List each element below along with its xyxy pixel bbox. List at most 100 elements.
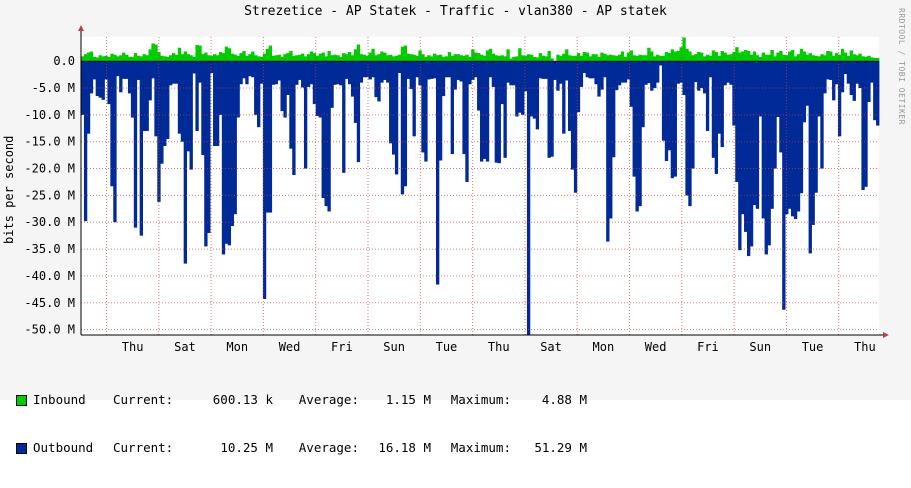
outbound-bar bbox=[394, 61, 399, 175]
inbound-bar bbox=[658, 55, 663, 62]
outbound-bar bbox=[295, 61, 299, 85]
outbound-bar bbox=[374, 61, 378, 98]
inbound-bar bbox=[95, 57, 99, 62]
x-tick-label: Wed bbox=[645, 340, 667, 354]
inbound-bar bbox=[447, 52, 452, 62]
y-tick-label: -30.0 M bbox=[24, 215, 75, 229]
legend-current-label: Current: bbox=[113, 440, 174, 455]
inbound-bar bbox=[207, 55, 211, 62]
inbound-bar bbox=[744, 49, 748, 62]
inbound-bar bbox=[782, 54, 786, 62]
legend-name-inbound: Inbound bbox=[33, 392, 86, 407]
inbound-bar bbox=[485, 50, 490, 62]
inbound-bar bbox=[702, 56, 707, 62]
outbound-bar bbox=[732, 61, 736, 126]
outbound-bar bbox=[459, 61, 463, 82]
inbound-bar bbox=[579, 55, 584, 62]
traffic-chart: 0.0 -5.0 M -10.0 M -15.0 M -20.0 M -25.0 M -30… bbox=[24, 25, 889, 354]
outbound-bar bbox=[497, 61, 501, 164]
outbound-bar bbox=[817, 61, 821, 117]
inbound-bar bbox=[435, 55, 440, 62]
outbound-bar bbox=[171, 61, 176, 84]
outbound-bar bbox=[650, 61, 654, 91]
inbound-bar bbox=[365, 55, 369, 62]
outbound-bar bbox=[122, 61, 126, 79]
outbound-bar bbox=[864, 61, 868, 187]
graph-title: Strezetice - AP Statek - Traffic - vlan3… bbox=[244, 4, 667, 19]
outbound-bar bbox=[573, 61, 578, 193]
outbound-bar bbox=[500, 61, 504, 105]
outbound-bar bbox=[667, 61, 672, 151]
inbound-bar bbox=[450, 55, 454, 62]
inbound-bar bbox=[453, 54, 457, 62]
outbound-bar bbox=[585, 61, 589, 78]
inbound-bar bbox=[647, 47, 651, 62]
inbound-bar bbox=[644, 55, 648, 62]
inbound-bar bbox=[309, 51, 314, 62]
outbound-bar bbox=[670, 61, 675, 179]
inbound-bar bbox=[823, 55, 827, 62]
inbound-bar bbox=[811, 55, 815, 62]
inbound-bar bbox=[274, 55, 278, 62]
inbound-bar bbox=[403, 45, 408, 62]
outbound-bar bbox=[852, 61, 856, 101]
inbound-bar bbox=[679, 47, 683, 62]
inbound-bar bbox=[568, 55, 572, 62]
x-tick-label: Fri bbox=[697, 340, 719, 354]
outbound-bar bbox=[198, 61, 202, 83]
inbound-bar bbox=[491, 53, 496, 62]
outbound-bar bbox=[450, 61, 454, 155]
outbound-bar bbox=[524, 61, 528, 92]
inbound-bar bbox=[198, 45, 202, 62]
outbound-bar bbox=[330, 61, 334, 108]
outbound-bar bbox=[259, 61, 264, 84]
outbound-bar bbox=[409, 61, 413, 90]
inbound-bar bbox=[245, 55, 249, 62]
inbound-bar bbox=[526, 54, 531, 62]
outbound-bar bbox=[350, 61, 355, 97]
outbound-bar bbox=[506, 61, 510, 83]
inbound-bar bbox=[347, 52, 352, 62]
inbound-bar bbox=[826, 50, 830, 62]
inbound-bar bbox=[248, 54, 252, 62]
outbound-bar bbox=[638, 61, 642, 207]
inbound-bar bbox=[204, 52, 208, 62]
outbound-bar bbox=[345, 61, 349, 79]
y-tick-label: -35.0 M bbox=[24, 242, 75, 256]
outbound-bar bbox=[790, 61, 795, 217]
outbound-bar bbox=[312, 61, 317, 105]
inbound-bar bbox=[741, 51, 745, 62]
x-tick-label: Mon bbox=[226, 340, 248, 354]
outbound-bar bbox=[738, 61, 742, 251]
outbound-bar bbox=[785, 61, 789, 215]
outbound-bar bbox=[626, 61, 631, 80]
inbound-bar bbox=[550, 58, 554, 62]
inbound-bar bbox=[441, 56, 446, 62]
inbound-bar bbox=[629, 50, 633, 62]
outbound-bar bbox=[233, 61, 237, 215]
outbound-bar bbox=[700, 61, 704, 89]
outbound-bar bbox=[820, 61, 824, 169]
outbound-bar bbox=[318, 61, 322, 118]
y-axis-arrow bbox=[78, 25, 84, 31]
inbound-bar bbox=[488, 48, 493, 62]
outbound-bar bbox=[474, 61, 478, 78]
outbound-bar bbox=[166, 61, 170, 140]
outbound-bar bbox=[435, 61, 440, 285]
outbound-bar bbox=[421, 61, 425, 153]
outbound-bar bbox=[265, 61, 270, 213]
inbound-bar bbox=[761, 52, 765, 62]
outbound-bar bbox=[779, 61, 783, 153]
inbound-bar bbox=[350, 55, 355, 62]
inbound-bar bbox=[342, 53, 346, 62]
inbound-bar bbox=[729, 54, 733, 62]
inbound-bar bbox=[544, 56, 548, 62]
outbound-bar bbox=[770, 61, 774, 209]
inbound-bar bbox=[480, 54, 484, 62]
inbound-bar bbox=[705, 54, 710, 62]
inbound-bar bbox=[600, 52, 604, 62]
inbound-bar bbox=[846, 55, 851, 62]
inbound-bar bbox=[465, 54, 469, 62]
outbound-bar bbox=[163, 61, 167, 146]
outbound-bar bbox=[603, 61, 607, 78]
